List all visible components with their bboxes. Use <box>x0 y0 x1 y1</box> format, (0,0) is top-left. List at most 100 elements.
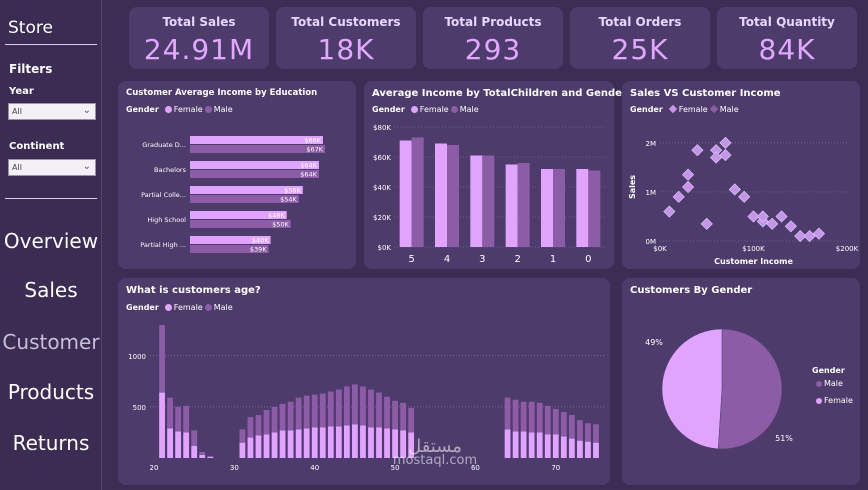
category-label: High School <box>147 216 186 224</box>
x-tick-label: 70 <box>551 464 560 472</box>
y-tick-label: 0M <box>646 238 657 246</box>
y-tick-label: $80K <box>373 124 391 132</box>
divider <box>5 198 97 199</box>
chart-legend: Gender Female Male <box>126 105 233 114</box>
y-tick-label: $60K <box>373 154 391 162</box>
kpi-value: 293 <box>464 33 522 66</box>
filters-title: Filters <box>9 62 53 76</box>
bar-female <box>319 427 326 458</box>
bar-female <box>295 429 302 458</box>
scatter-point <box>719 136 732 149</box>
bar-female <box>335 426 342 458</box>
category-label: Graduate D... <box>142 141 186 149</box>
nav-products[interactable]: Products <box>7 380 95 404</box>
scatter-point <box>756 210 769 223</box>
kpi-total-orders: Total Orders 25K <box>570 7 710 69</box>
bar-male <box>199 451 206 455</box>
bar-female <box>190 236 271 244</box>
scatter-point <box>710 151 723 164</box>
bar-male <box>593 424 599 443</box>
bar-female <box>311 427 318 458</box>
bar-male <box>319 393 326 428</box>
x-tick-label: 50 <box>391 464 400 472</box>
scatter-point <box>812 227 826 240</box>
sales-vs-income-chart[interactable]: Sales VS Customer Income Gender Female Mal… <box>622 81 860 269</box>
bar-male <box>384 396 390 429</box>
data-label: $66K <box>304 137 321 145</box>
bar-male <box>311 394 318 428</box>
y-tick-label: $0K <box>378 244 392 252</box>
bar-male <box>190 195 299 203</box>
bar-male <box>512 399 519 432</box>
x-tick-label: 0 <box>585 254 591 265</box>
y-tick-label: 2M <box>646 140 657 148</box>
bar-male <box>271 406 278 433</box>
scatter-point <box>710 144 723 157</box>
children-bars: $0K $20K $40K $60K $80K 5 4 3 2 1 0 <box>373 124 606 265</box>
x-tick-label: 2 <box>514 254 520 265</box>
nav-returns[interactable]: Returns <box>12 431 90 455</box>
bar-male <box>544 405 551 435</box>
nav-sales[interactable]: Sales <box>24 278 78 302</box>
watermark-url: mostaql.com <box>392 453 478 468</box>
scatter-point <box>747 210 760 223</box>
education-income-chart[interactable]: Customer Average Income by Education Gen… <box>118 81 356 269</box>
pie-slice-male <box>717 328 783 450</box>
pie-legend-male: Male <box>814 379 843 388</box>
bar-female <box>159 392 165 458</box>
kpi-value: 24.91M <box>143 33 255 66</box>
kpi-value: 25K <box>611 33 669 66</box>
bar-female <box>384 428 390 458</box>
chevron-down-icon: ⌄ <box>82 105 91 116</box>
bar-female <box>399 140 412 247</box>
store-title: Store <box>8 18 53 38</box>
pie-slice-female <box>661 328 723 450</box>
bar-male <box>183 405 190 433</box>
bar-female <box>541 169 553 247</box>
continent-filter-value: All <box>12 163 22 172</box>
chart-title: What is customers age? <box>126 285 261 296</box>
divider <box>5 44 97 45</box>
continent-filter-select[interactable]: All ⌄ <box>8 159 96 176</box>
bar-male <box>327 391 334 427</box>
category-label: Partial High ... <box>140 241 186 249</box>
x-tick-label: 4 <box>444 254 450 265</box>
bar-female <box>576 169 589 247</box>
bar-male <box>560 412 567 437</box>
bar-male <box>517 163 530 247</box>
nav-overview[interactable]: Overview <box>3 229 99 253</box>
x-tick-label: $100K <box>742 245 765 253</box>
kpi-title: Total Sales <box>162 15 236 29</box>
bar-female <box>505 164 518 247</box>
bar-female <box>368 427 374 458</box>
chart-title: Customers By Gender <box>630 285 753 296</box>
bar-female <box>544 434 551 458</box>
bar-female <box>400 430 407 458</box>
scatter-point <box>728 183 741 196</box>
kpi-title: Total Products <box>444 15 542 29</box>
continent-filter-label: Continent <box>9 141 65 152</box>
bar-male <box>190 245 269 253</box>
customer-age-chart[interactable]: What is customers age? Gender Female Male … <box>118 278 610 485</box>
bar-female <box>183 432 190 458</box>
nav-customer[interactable]: Customer <box>2 330 100 354</box>
kpi-title: Total Orders <box>598 15 682 29</box>
scatter-point <box>719 149 732 162</box>
bar-female <box>520 431 527 458</box>
bar-female <box>352 424 358 458</box>
kpi-title: Total Customers <box>291 15 401 29</box>
year-filter-select[interactable]: All ⌄ <box>8 103 96 120</box>
pie-legend-female: Female <box>814 396 853 405</box>
bar-male <box>520 401 527 432</box>
bar-male <box>175 406 182 432</box>
category-label: Bachelors <box>154 166 187 174</box>
children-income-chart[interactable]: Average Income by TotalChildren and Gend… <box>364 81 627 269</box>
gender-pie: 51% 49% <box>645 328 793 450</box>
data-label: $39K <box>250 246 267 254</box>
bar-male <box>247 417 254 438</box>
customers-by-gender-chart[interactable]: Customers By Gender 51% 49% Gender Male F… <box>622 278 860 485</box>
bar-male <box>295 397 302 430</box>
data-label: $67K <box>306 146 323 154</box>
kpi-value: 84K <box>758 33 816 66</box>
bar-female <box>175 431 182 458</box>
